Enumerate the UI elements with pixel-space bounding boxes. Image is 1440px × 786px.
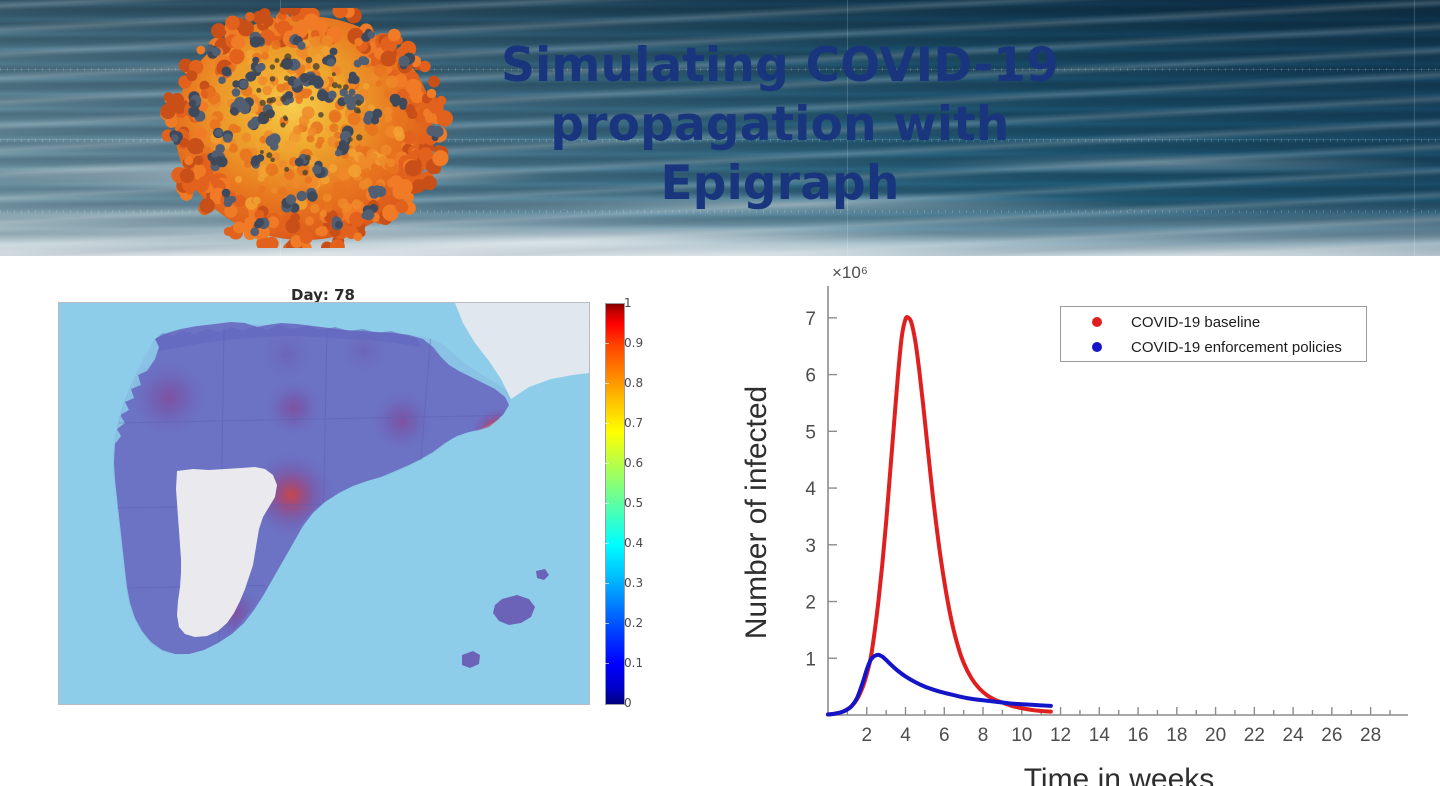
- title-line-3: Epigraph: [660, 156, 900, 211]
- colorbar-tick-0: 0: [624, 696, 632, 710]
- colorbar-tick-0_3: 0.3: [624, 576, 644, 590]
- y-tick-label-2: 2: [805, 593, 816, 614]
- series-line-baseline: [826, 314, 1053, 717]
- colorbar-notch: [605, 583, 609, 584]
- colorbar-tick-0_1: 0.1: [624, 656, 644, 670]
- colorbar-notch: [605, 463, 609, 464]
- infection-curve-chart: 2 4 6 8 10 12 14 16 18 20 22 24 26 28 1 2 3 4 5 6 7 ×10⁶ Time …: [700, 256, 1440, 786]
- y-tick-label-5: 5: [805, 422, 816, 443]
- colorbar-notch: [605, 663, 609, 664]
- colorbar-tick-0_5: 0.5: [624, 496, 644, 510]
- map-panel: Day: 78: [0, 256, 700, 786]
- portugal-region: [176, 467, 277, 637]
- legend-dot-enforcement: [1092, 342, 1102, 352]
- x-tick-label-28: 28: [1360, 725, 1381, 746]
- page-title: Simulating COVID-19 propagation with Epi…: [430, 36, 1130, 213]
- legend-label-enforcement: COVID-19 enforcement policies: [1131, 338, 1342, 356]
- y-tick-label-4: 4: [805, 479, 816, 500]
- x-tick-label-6: 6: [939, 725, 950, 746]
- balearic-islands: [462, 569, 549, 668]
- x-tick-label-18: 18: [1166, 725, 1187, 746]
- x-tick-label-4: 4: [900, 725, 911, 746]
- x-tick-label-22: 22: [1244, 725, 1265, 746]
- y-axis-exponent: ×10⁶: [832, 263, 868, 282]
- colorbar-notch: [605, 503, 609, 504]
- colorbar-tick-1: 1: [624, 296, 632, 310]
- series-line-enforcement: [826, 652, 1053, 717]
- legend-label-baseline: COVID-19 baseline: [1131, 313, 1261, 331]
- title-line-1: Simulating COVID-19: [501, 38, 1059, 93]
- colorbar-notch: [605, 343, 609, 344]
- colorbar-tick-0_4: 0.4: [624, 536, 644, 550]
- y-tick-label-6: 6: [805, 366, 816, 387]
- legend-item-baseline: COVID-19 baseline: [1061, 309, 1366, 335]
- colorbar-tick-0_9: 0.9: [624, 336, 644, 350]
- coronavirus-particle-icon: [150, 2, 458, 256]
- legend-item-enforcement: COVID-19 enforcement policies: [1061, 334, 1366, 360]
- x-tick-label-2: 2: [861, 725, 872, 746]
- colorbar-tick-0_8: 0.8: [624, 376, 644, 390]
- legend-dot-baseline: [1092, 317, 1102, 327]
- map-day-title: Day: 78: [291, 286, 355, 304]
- colorbar-notch: [605, 383, 609, 384]
- colorbar-tick-0_7: 0.7: [624, 416, 644, 430]
- title-banner: Simulating COVID-19 propagation with Epi…: [0, 0, 1440, 256]
- colorbar-tick-0_2: 0.2: [624, 616, 644, 630]
- y-axis-title: Number of infected: [740, 386, 773, 639]
- colorbar-notch: [605, 543, 609, 544]
- y-tick-label-7: 7: [805, 309, 816, 330]
- heatmap-colorbar: [605, 303, 625, 705]
- colorbar-notch: [605, 423, 609, 424]
- map-svg: [59, 303, 589, 704]
- x-tick-label-8: 8: [978, 725, 989, 746]
- coronavirus-svg: [160, 2, 453, 256]
- colorbar-tick-0_6: 0.6: [624, 456, 644, 470]
- x-axis-title: Time in weeks: [1024, 763, 1215, 786]
- y-tick-label-1: 1: [805, 649, 816, 670]
- x-tick-label-14: 14: [1089, 725, 1111, 746]
- x-tick-label-12: 12: [1050, 725, 1071, 746]
- france-region: [455, 303, 589, 399]
- x-tick-label-10: 10: [1011, 725, 1032, 746]
- x-tick-label-20: 20: [1205, 725, 1226, 746]
- x-tick-label-16: 16: [1127, 725, 1148, 746]
- chart-svg: 2 4 6 8 10 12 14 16 18 20 22 24 26 281234567×10⁶Time …: [740, 263, 1408, 786]
- title-line-2: propagation with: [550, 97, 1010, 152]
- x-tick-label-26: 26: [1321, 725, 1342, 746]
- colorbar-notch: [605, 623, 609, 624]
- spain-infection-heatmap[interactable]: [58, 302, 590, 705]
- chart-legend: COVID-19 baseline COVID-19 enforcement p…: [1060, 306, 1367, 362]
- y-tick-label-3: 3: [805, 536, 816, 557]
- x-tick-label-24: 24: [1283, 725, 1305, 746]
